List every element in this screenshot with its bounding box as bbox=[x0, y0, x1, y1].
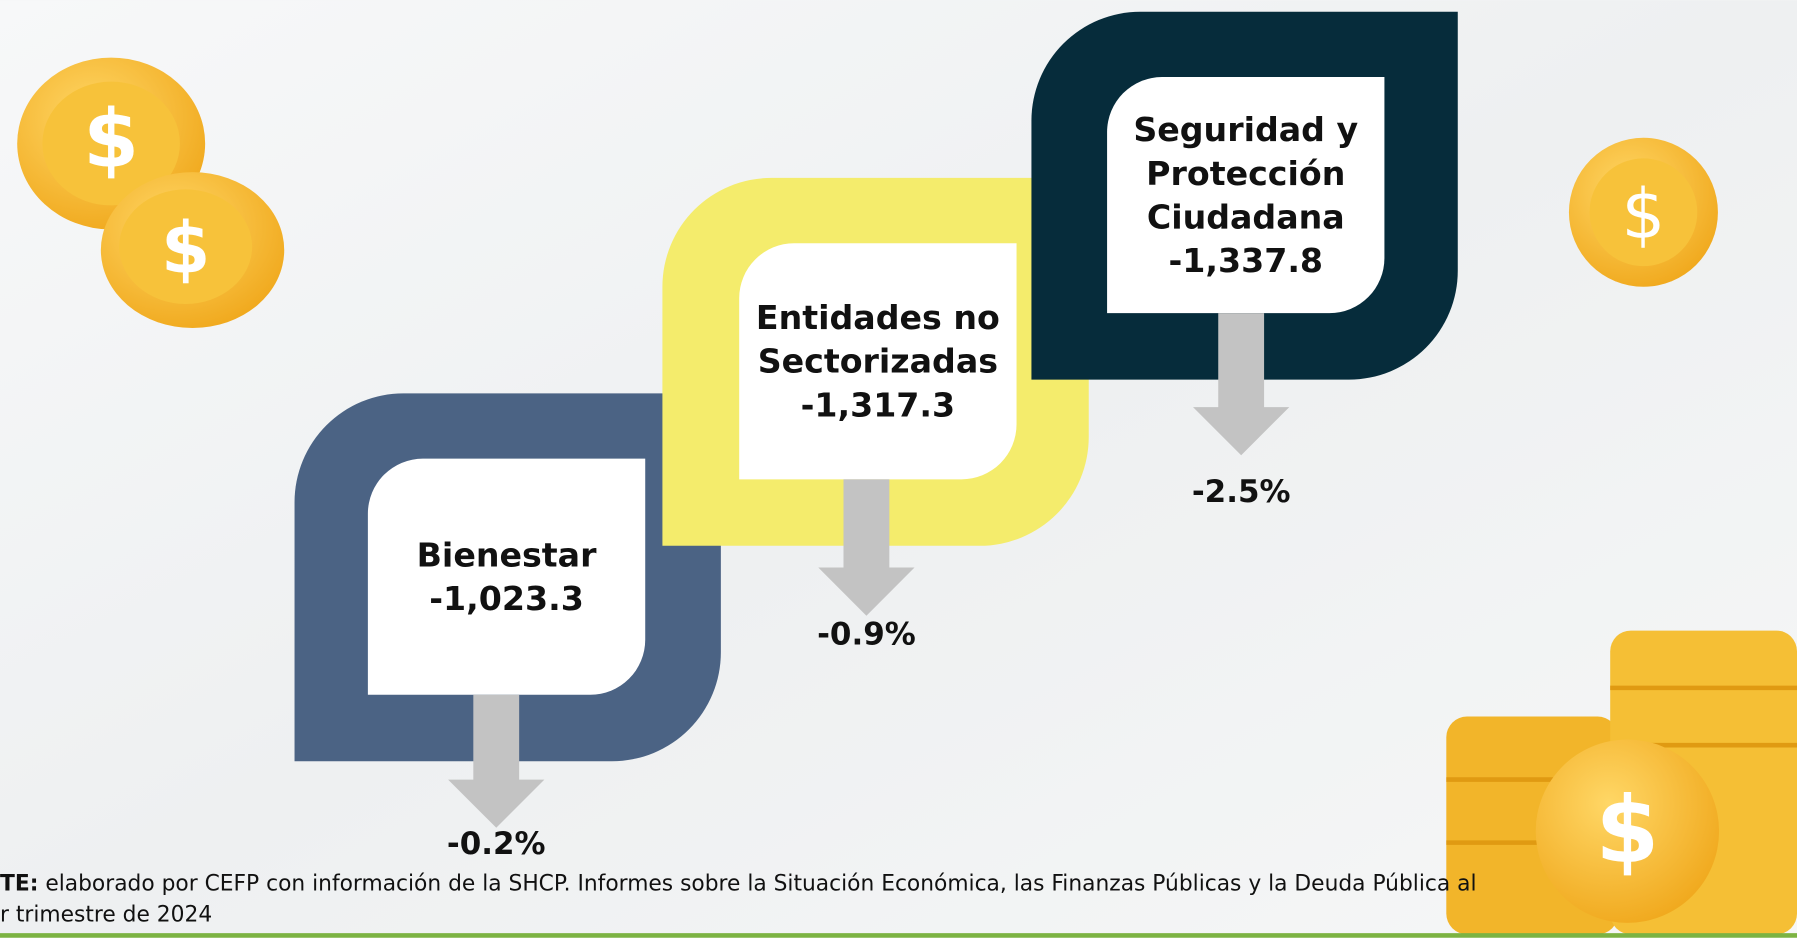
footer-rule bbox=[0, 933, 1797, 938]
item-label: Sectorizadas bbox=[758, 342, 998, 381]
item-label: Protección bbox=[1146, 154, 1345, 193]
source-line: r trimestre de 2024 bbox=[0, 903, 212, 928]
source-text: elaborado por CEFP con información de la… bbox=[45, 872, 1476, 897]
source-prefix: TE: bbox=[0, 872, 38, 897]
item-value: -1,337.8 bbox=[1168, 241, 1323, 280]
item-change: -0.2% bbox=[447, 826, 546, 862]
source-line: TE: elaborado por CEFP con información d… bbox=[0, 872, 1477, 897]
item-label: Ciudadana bbox=[1147, 197, 1345, 236]
leaf-inner bbox=[368, 459, 645, 695]
page: {"items": [ {"label_lines": ["Bienestar"… bbox=[0, 0, 1797, 938]
item-change: -0.9% bbox=[817, 616, 916, 652]
svg-text:$: $ bbox=[83, 92, 139, 185]
item-label: Entidades no bbox=[756, 298, 1000, 337]
item-label: Seguridad y bbox=[1133, 110, 1358, 149]
infographic: $ $ $ $ Bienestar -1,023.3 -0.2% Entidades … bbox=[0, 0, 1797, 938]
coin-right: $ bbox=[1569, 138, 1718, 287]
item-change: -2.5% bbox=[1192, 474, 1291, 510]
svg-text:$: $ bbox=[1622, 174, 1666, 254]
svg-text:$: $ bbox=[161, 207, 210, 290]
item-value: -1,023.3 bbox=[429, 579, 584, 618]
item-label: Bienestar bbox=[417, 535, 597, 574]
svg-text:$: $ bbox=[1595, 777, 1659, 884]
item-value: -1,317.3 bbox=[801, 385, 956, 424]
